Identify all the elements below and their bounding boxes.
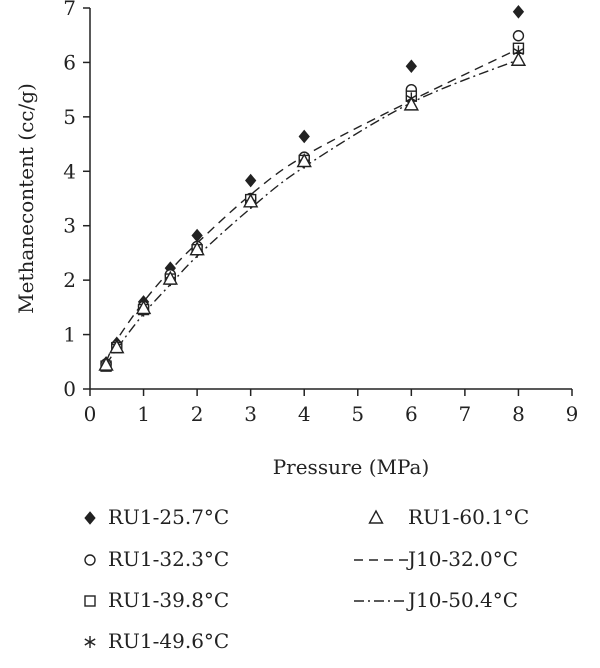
y-tick-label: 7 bbox=[63, 0, 76, 20]
data-point-diamond bbox=[405, 59, 417, 74]
series-lines bbox=[105, 48, 519, 366]
legend-label: RU1-49.6°C bbox=[108, 629, 229, 653]
data-point-triangle bbox=[189, 241, 205, 256]
axes bbox=[89, 8, 572, 390]
legend-entry: RU1-60.1°C bbox=[368, 505, 529, 529]
y-tick-label: 6 bbox=[63, 50, 76, 74]
data-point-triangle bbox=[242, 193, 259, 208]
y-tick-label: 3 bbox=[63, 214, 76, 238]
data-point-triangle bbox=[403, 96, 420, 111]
series-markers bbox=[98, 5, 527, 372]
legend-label: RU1-39.8°C bbox=[108, 588, 229, 612]
legend-label: RU1-60.1°C bbox=[408, 505, 529, 529]
legend-entry: RU1-25.7°C bbox=[84, 505, 229, 529]
x-ticks: 0 1 2 3 4 5 6 7 8 9 bbox=[84, 389, 579, 426]
data-point-diamond bbox=[298, 129, 310, 144]
legend-label: RU1-32.3°C bbox=[108, 547, 229, 571]
x-tick-label: 8 bbox=[512, 402, 525, 426]
legend-marker-asterisk bbox=[84, 636, 96, 648]
y-tick-label: 0 bbox=[63, 377, 76, 401]
x-tick-label: 3 bbox=[244, 402, 257, 426]
x-tick-label: 7 bbox=[459, 402, 472, 426]
data-point-triangle bbox=[109, 339, 125, 354]
legend-marker-diamond bbox=[84, 511, 96, 525]
data-point-triangle bbox=[135, 299, 152, 315]
data-point-triangle bbox=[296, 153, 312, 168]
data-point-triangle bbox=[510, 51, 527, 66]
x-tick-label: 6 bbox=[405, 402, 418, 426]
data-point-triangle bbox=[98, 356, 114, 371]
data-point-diamond bbox=[245, 173, 257, 188]
y-tick-label: 1 bbox=[63, 323, 76, 347]
legend-entry: RU1-39.8°C bbox=[84, 588, 229, 612]
legend-label: J10-32.0°C bbox=[406, 547, 518, 571]
legend-marker-triangle bbox=[368, 509, 384, 524]
legend-label: RU1-25.7°C bbox=[108, 505, 229, 529]
legend-entry: J10-32.0°C bbox=[354, 547, 518, 571]
legend-marker-circle bbox=[84, 554, 96, 566]
x-tick-label: 9 bbox=[566, 402, 579, 426]
legend-entry: J10-50.4°C bbox=[354, 588, 518, 612]
x-tick-label: 1 bbox=[137, 402, 150, 426]
legend-marker-square bbox=[84, 595, 96, 607]
legend-entry: RU1-49.6°C bbox=[84, 629, 229, 653]
y-axis-title: Methanecontent (cc/g) bbox=[14, 83, 38, 314]
y-tick-label: 2 bbox=[63, 268, 76, 292]
x-tick-label: 0 bbox=[84, 402, 97, 426]
x-tick-label: 4 bbox=[298, 402, 311, 426]
series-line-dash bbox=[105, 48, 519, 363]
legend-entry: RU1-32.3°C bbox=[84, 547, 229, 571]
data-point-diamond bbox=[512, 5, 525, 19]
y-tick-label: 5 bbox=[63, 105, 76, 129]
x-tick-label: 2 bbox=[191, 402, 204, 426]
legend-label: J10-50.4°C bbox=[406, 588, 518, 612]
x-tick-label: 5 bbox=[351, 402, 364, 426]
y-tick-label: 4 bbox=[63, 159, 76, 183]
series-line-dashdot bbox=[105, 59, 519, 366]
data-point-circle bbox=[512, 30, 525, 42]
x-axis-title: Pressure (MPa) bbox=[273, 455, 430, 479]
data-point-triangle bbox=[162, 270, 179, 285]
legend: RU1-25.7°C RU1-32.3°C RU1-39.8°C RU1-49.6°C… bbox=[84, 505, 529, 653]
y-ticks: 0 1 2 3 4 5 6 7 bbox=[63, 0, 90, 401]
